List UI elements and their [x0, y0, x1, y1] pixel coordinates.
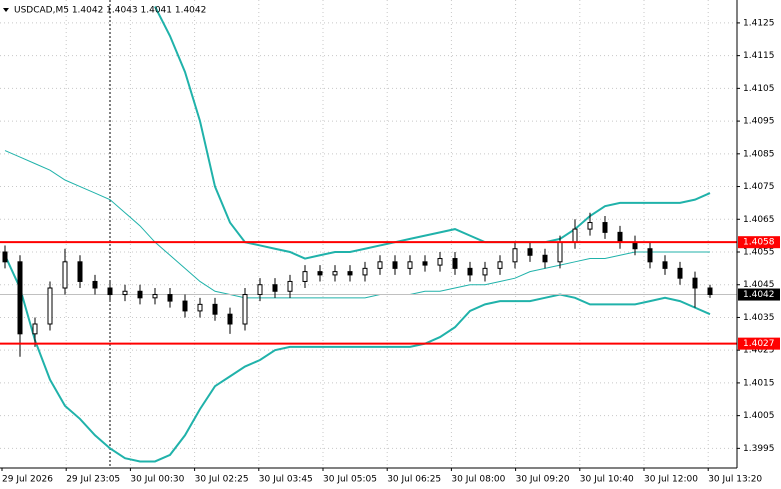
level-label-box [738, 236, 780, 249]
candle-body [92, 280, 98, 289]
candle-body [227, 313, 233, 325]
level-label: 1.4058 [743, 238, 775, 248]
candle-body [182, 300, 188, 312]
x-tick-label: 30 Jul 03:45 [259, 475, 313, 485]
candle-body [602, 222, 608, 233]
y-tick-label: 1.4125 [743, 18, 775, 28]
candle-body [692, 277, 698, 289]
y-tick-label: 1.4015 [743, 378, 775, 388]
x-tick-label: 29 Jul 23:05 [66, 475, 120, 485]
candle-body [77, 261, 83, 282]
level-label-box [738, 337, 780, 350]
candle-body [197, 303, 203, 312]
x-tick-label: 30 Jul 08:00 [451, 475, 505, 485]
x-tick-label: 29 Jul 2026 [2, 475, 53, 485]
candle-body [242, 294, 248, 325]
y-tick-label: 1.4005 [743, 411, 775, 421]
y-tick-label: 1.4035 [743, 313, 775, 323]
candle-body [17, 261, 23, 335]
x-tick-label: 30 Jul 00:30 [130, 475, 184, 485]
y-tick-label: 1.4055 [743, 248, 775, 258]
y-tick-label: 1.4025 [743, 346, 775, 356]
price-label: 1.4042 [743, 290, 775, 300]
candle-body [2, 251, 8, 263]
axes: 1.39951.40051.40151.40251.40351.40451.40… [1, 18, 780, 485]
candle-body [647, 248, 653, 263]
candle-body [497, 261, 503, 269]
candle-body [452, 258, 458, 269]
candle-body [707, 287, 713, 296]
candle-body [557, 241, 563, 263]
candle-body [377, 261, 383, 269]
x-tick-label: 30 Jul 06:25 [387, 475, 441, 485]
lower-band [4, 254, 711, 463]
candle-body [137, 290, 143, 299]
candle-body [407, 261, 413, 269]
y-tick-label: 1.4065 [743, 215, 775, 225]
candle-body [587, 222, 593, 230]
candle-body [47, 287, 53, 325]
x-tick-label: 30 Jul 09:20 [516, 475, 570, 485]
candle-body [257, 284, 263, 296]
candle-body [167, 294, 173, 302]
x-tick-label: 30 Jul 10:40 [580, 475, 634, 485]
candle-body [392, 261, 398, 269]
moving-average [4, 150, 710, 299]
chart-title: USDCAD,M5 1.4042 1.4043 1.4041 1.4042 [14, 6, 206, 16]
y-tick-label: 1.4095 [743, 117, 775, 127]
candle-body [32, 323, 38, 335]
candle-body [617, 231, 623, 243]
candle-body [572, 228, 578, 243]
candle-body [527, 248, 533, 256]
x-tick-label: 30 Jul 12:00 [644, 475, 698, 485]
candle-body [122, 290, 128, 296]
y-tick-label: 1.4085 [743, 149, 775, 159]
x-tick-label: 30 Jul 02:25 [195, 475, 249, 485]
candle-body [437, 258, 443, 266]
candle-body [107, 287, 113, 296]
candle-body [482, 267, 488, 276]
y-tick-label: 1.3995 [743, 444, 775, 454]
candle-body [512, 248, 518, 263]
y-tick-label: 1.4045 [743, 280, 775, 290]
candle-body [272, 284, 278, 292]
candle-body [332, 271, 338, 276]
candle-body [212, 303, 218, 315]
candle-body [467, 267, 473, 276]
candle-body [317, 271, 323, 276]
candle-body [422, 261, 428, 266]
y-tick-label: 1.4105 [743, 84, 775, 94]
y-tick-label: 1.4075 [743, 182, 775, 192]
candle-body [152, 294, 158, 299]
level-label: 1.4027 [743, 339, 775, 349]
menu-arrow[interactable] [3, 8, 9, 12]
y-tick-label: 1.4115 [743, 51, 775, 61]
price-label-box [738, 288, 780, 301]
candle-body [347, 271, 353, 276]
grid [0, 0, 737, 468]
x-tick-label: 30 Jul 05:05 [323, 475, 377, 485]
candle-body [542, 254, 548, 263]
candle-body [662, 261, 668, 269]
x-tick-label: 30 Jul 13:20 [708, 475, 762, 485]
candle-body [62, 261, 68, 289]
candle-body [302, 271, 308, 282]
candle-body [287, 280, 293, 292]
plot [0, 6, 737, 463]
candle-body [677, 267, 683, 279]
candle-body [362, 267, 368, 276]
